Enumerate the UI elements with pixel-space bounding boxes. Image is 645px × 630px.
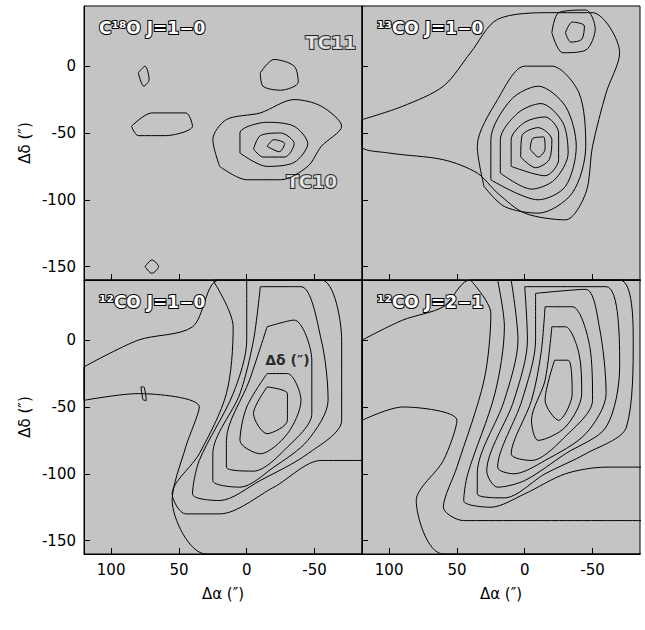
svg-text:¹²CO J=2−1: ¹²CO J=2−1	[377, 292, 483, 312]
svg-text:¹³CO J=1−0: ¹³CO J=1−0	[377, 18, 483, 38]
svg-text:-150: -150	[42, 532, 76, 550]
svg-text:Δα (″): Δα (″)	[202, 585, 244, 603]
svg-text:0: 0	[242, 561, 252, 579]
svg-text:-50: -50	[302, 561, 327, 579]
svg-text:-50: -50	[580, 561, 605, 579]
svg-text:100: 100	[375, 561, 404, 579]
svg-text:C¹⁸O J=1−0: C¹⁸O J=1−0	[99, 18, 205, 38]
svg-text:-50: -50	[52, 398, 77, 416]
svg-text:Δδ (″): Δδ (″)	[16, 396, 34, 438]
svg-text:-100: -100	[42, 465, 76, 483]
svg-text:Δδ (″): Δδ (″)	[265, 352, 309, 368]
svg-text:Δα (″): Δα (″)	[480, 585, 522, 603]
svg-text:TC11: TC11	[306, 32, 357, 53]
svg-text:Δδ (″): Δδ (″)	[16, 122, 34, 164]
svg-text:-150: -150	[42, 258, 76, 276]
svg-text:0: 0	[520, 561, 530, 579]
svg-text:-50: -50	[52, 124, 77, 142]
svg-text:¹²CO J=1−0: ¹²CO J=1−0	[99, 292, 205, 312]
svg-text:50: 50	[447, 561, 466, 579]
svg-text:TC10: TC10	[287, 171, 338, 192]
svg-text:0: 0	[66, 57, 76, 75]
svg-text:100: 100	[97, 561, 126, 579]
svg-text:0: 0	[66, 331, 76, 349]
svg-text:-100: -100	[42, 191, 76, 209]
svg-text:50: 50	[169, 561, 188, 579]
